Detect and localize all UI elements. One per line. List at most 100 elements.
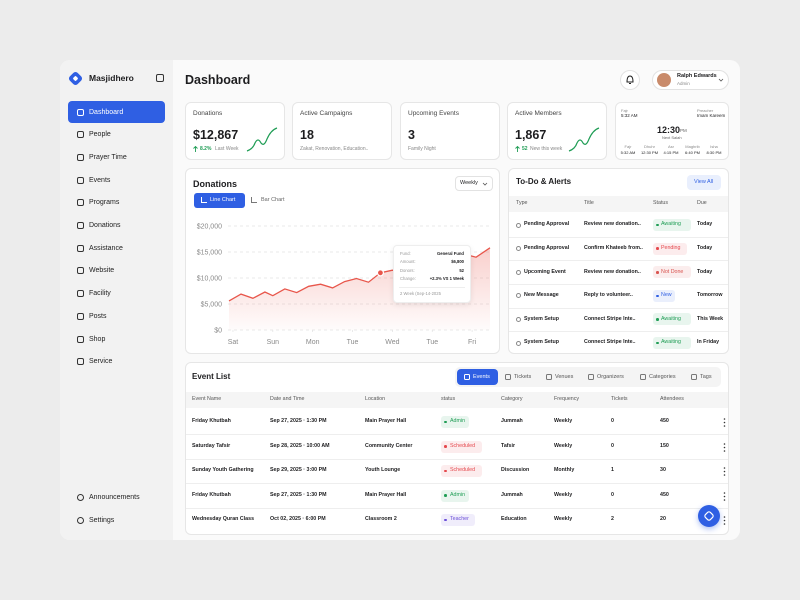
y-tick-label: $5,000 (201, 302, 223, 309)
nav-icon (77, 290, 84, 298)
nav-icon (77, 222, 84, 229)
todo-due: Today (697, 244, 713, 251)
event-cell: Jummah (501, 418, 523, 425)
stat-change: 8.2% (200, 145, 212, 152)
nav-item[interactable]: Website (89, 267, 115, 275)
status-pill-bg (441, 416, 469, 428)
nav-item[interactable]: Shop (89, 335, 106, 343)
user-menu[interactable] (652, 70, 729, 90)
prayer-card (615, 102, 729, 160)
column-header: Attendees (660, 396, 684, 403)
stat-change: 52 (522, 145, 528, 152)
event-title: Event List (192, 372, 231, 381)
nav-icon (77, 358, 84, 366)
nav-item[interactable]: Posts (89, 312, 107, 320)
nav-item[interactable]: Settings (89, 516, 115, 524)
nav-item[interactable]: People (89, 131, 111, 139)
todo-title-cell: Review new donation.. (584, 221, 641, 228)
status-dot (444, 469, 447, 473)
status-pill (441, 440, 482, 453)
y-tick-label: $10,000 (197, 276, 222, 283)
nav-icon (77, 108, 84, 116)
period-select[interactable] (455, 176, 493, 191)
event-tab[interactable]: Categories (649, 373, 676, 380)
floating-button[interactable] (698, 505, 720, 527)
status-dot (656, 271, 659, 274)
event-cell: 2 (611, 516, 614, 523)
stat-note: Zakat, Renovation, Education.. (300, 145, 369, 152)
notification-button[interactable] (620, 70, 640, 90)
todo-title-cell: Review new donation.. (584, 268, 641, 275)
chart-tab[interactable]: Bar Chart (261, 196, 285, 203)
event-cell: 30 (660, 467, 666, 474)
event-cell: 450 (660, 418, 669, 425)
event-cell: Sep 29, 2025 · 3:00 PM (270, 467, 327, 474)
tab-icon (691, 374, 697, 380)
stat-title: Donations (193, 109, 223, 117)
event-cell: 0 (611, 442, 614, 449)
type-icon (516, 316, 521, 322)
tooltip-footer: 2 Week (Sep-14-2025 (400, 290, 441, 296)
view-all-label[interactable]: View All (694, 178, 714, 185)
column-header: Category (501, 396, 523, 403)
up-arrow (193, 145, 198, 152)
bell-icon (626, 75, 634, 84)
tooltip-divider (399, 287, 465, 288)
status-pill-bg (653, 219, 691, 231)
view-all-button[interactable] (687, 175, 721, 190)
event-cell: Community Center (365, 442, 413, 449)
event-card (185, 362, 729, 535)
sparkline (246, 127, 278, 152)
menu-dot (723, 449, 726, 452)
nav-active[interactable] (68, 101, 165, 123)
event-cell: Education (501, 516, 527, 523)
collapse-button[interactable] (156, 74, 164, 82)
nav-item[interactable]: Dashboard (89, 108, 124, 116)
stat-note: New this week (530, 145, 563, 152)
menu-dot (723, 467, 726, 469)
event-cell: Sunday Youth Gathering (192, 467, 254, 474)
tab-icon (640, 374, 646, 380)
event-cell: Friday Khutbah (192, 418, 231, 425)
column-header: Location (365, 396, 386, 403)
nav-item[interactable]: Service (89, 358, 113, 366)
stat-value: $12,867 (193, 127, 239, 142)
x-tick-label: Sun (267, 339, 280, 346)
next-time: 12:30 (657, 124, 681, 135)
tab-active[interactable] (457, 369, 498, 385)
row-menu (723, 442, 726, 452)
event-cell: Saturday Tafsir (192, 442, 231, 449)
menu-dot (723, 442, 726, 445)
tab-active[interactable] (194, 193, 245, 208)
nav-item[interactable]: Prayer Time (89, 153, 127, 161)
row-divider (509, 284, 728, 285)
logo-inner (73, 76, 78, 81)
nav-item[interactable]: Facility (89, 290, 111, 298)
tooltip-value: $6,800 (451, 259, 464, 265)
fab-shape (704, 511, 714, 521)
nav-item[interactable]: Donations (89, 222, 121, 229)
nav-item[interactable]: Assistance (89, 244, 123, 252)
event-tab[interactable]: Tags (700, 373, 712, 380)
nav-item[interactable]: Announcements (89, 493, 140, 501)
column-header: Status (653, 200, 669, 207)
status-dot (656, 341, 659, 345)
column-header: Title (584, 200, 594, 207)
status-dot (444, 420, 447, 424)
event-cell: Classroom 2 (365, 516, 397, 523)
preacher-label: Preacher (697, 108, 714, 113)
status-dot (656, 223, 659, 227)
nav-item[interactable]: Events (89, 176, 111, 184)
chevron-icon (482, 182, 488, 186)
nav-item[interactable]: Programs (89, 199, 120, 207)
tooltip-label: Fund: (400, 250, 411, 256)
status-pill (653, 242, 688, 255)
event-tab[interactable]: Venues (555, 373, 574, 380)
event-tab[interactable]: Organizers (597, 373, 624, 380)
event-tab[interactable]: Tickets (514, 373, 532, 380)
stat-card (507, 102, 607, 160)
event-tab[interactable]: Events (473, 373, 490, 380)
tooltip-label: Change: (400, 275, 416, 281)
status-dot (444, 445, 447, 448)
sparkline-path (246, 127, 278, 152)
